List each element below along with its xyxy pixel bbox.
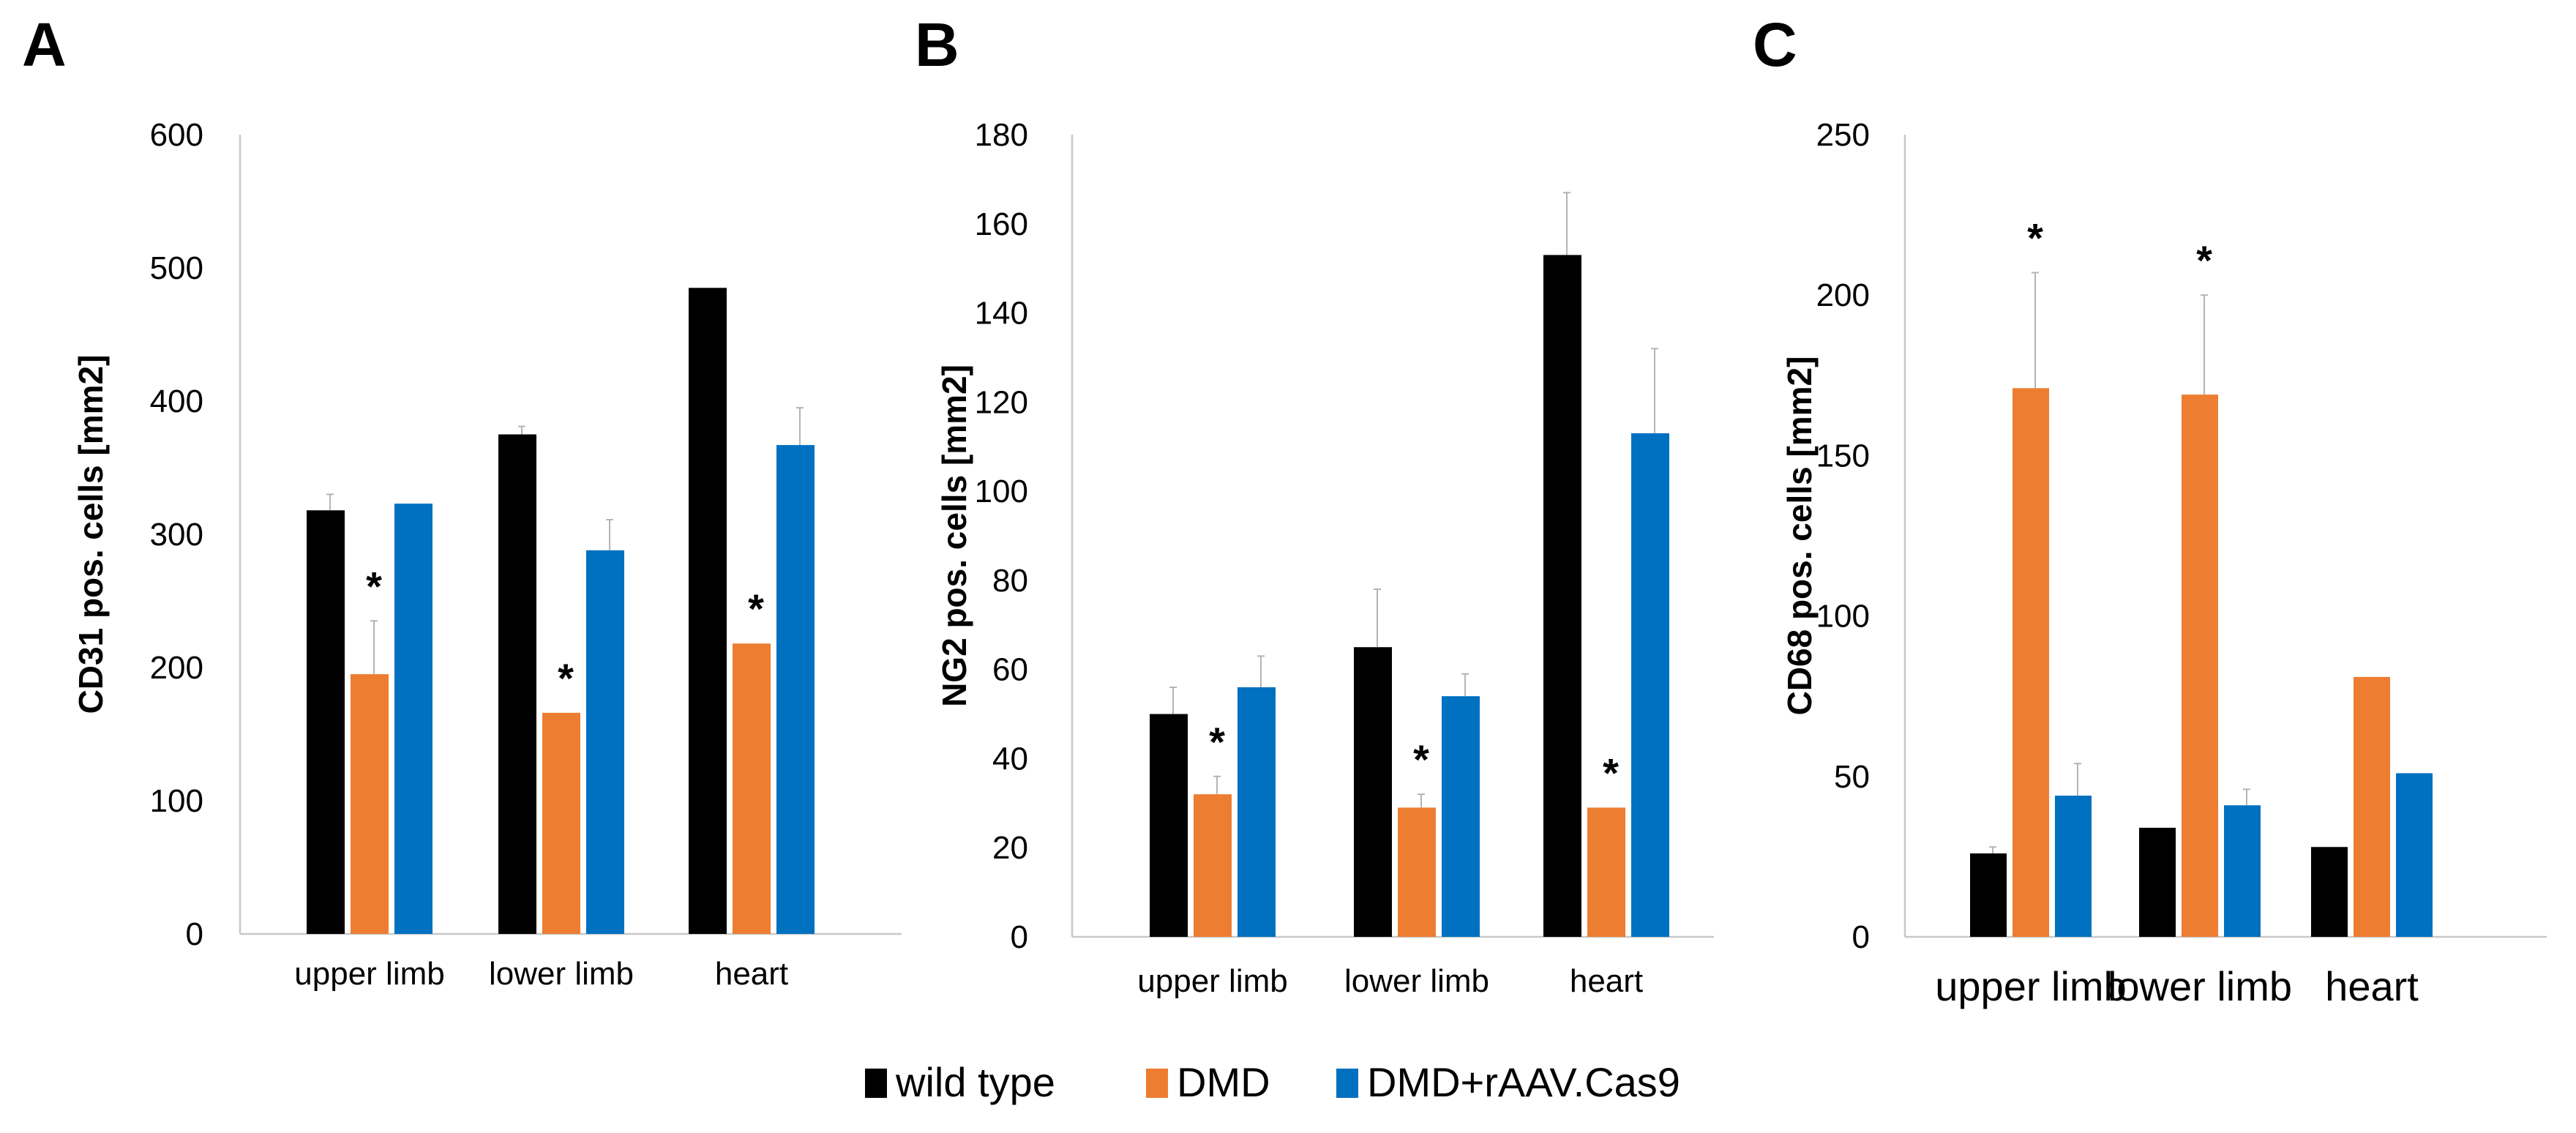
y-tick-label: 300: [150, 517, 203, 553]
x-category-label: upper limb: [1137, 963, 1287, 999]
y-tick-label: 180: [975, 117, 1028, 153]
bar-a-2-0: [394, 504, 433, 934]
bar-a-1-2: [733, 643, 771, 934]
bar-b-0-1: [1354, 647, 1392, 937]
significance-marker: *: [2196, 237, 2212, 283]
bar-a-2-2: [776, 445, 815, 934]
y-tick-label: 20: [992, 830, 1028, 866]
bar-c-0-2: [2311, 847, 2348, 937]
x-category-label: upper limb: [1935, 963, 2126, 1009]
bar-c-2-2: [2396, 773, 2433, 937]
y-tick-label: 150: [1816, 438, 1870, 474]
bar-a-1-0: [351, 674, 389, 934]
y-tick-label: 250: [1816, 117, 1870, 153]
y-tick-label: 600: [150, 117, 203, 153]
bar-c-1-2: [2354, 676, 2390, 937]
bar-b-2-2: [1631, 433, 1669, 937]
bar-c-0-0: [1970, 853, 2007, 937]
bar-b-1-1: [1398, 807, 1436, 937]
significance-marker: *: [366, 563, 382, 609]
y-tick-label: 0: [186, 916, 203, 952]
y-tick-label: 100: [1816, 599, 1870, 635]
bar-b-0-2: [1543, 255, 1581, 937]
y-tick-label: 160: [975, 206, 1028, 242]
y-axis-label: CD31 pos. cells [mm2]: [72, 355, 110, 714]
x-category-label: upper limb: [294, 956, 444, 992]
y-tick-label: 0: [1011, 919, 1028, 955]
panel-letter: C: [1753, 10, 1797, 79]
y-tick-label: 50: [1834, 759, 1870, 795]
x-category-label: lower limb: [2108, 963, 2292, 1009]
bar-a-1-1: [542, 712, 580, 934]
bar-c-1-1: [2182, 395, 2218, 937]
significance-marker: *: [1413, 736, 1429, 782]
y-tick-label: 100: [975, 474, 1028, 509]
x-category-label: lower limb: [489, 956, 634, 992]
bar-b-2-1: [1442, 696, 1480, 937]
y-tick-label: 0: [1852, 919, 1870, 955]
y-tick-label: 60: [992, 652, 1028, 688]
x-category-label: lower limb: [1344, 963, 1489, 999]
x-category-label: heart: [715, 956, 788, 992]
legend-label-2: DMD+rAAV.Cas9: [1367, 1059, 1680, 1105]
legend-label-1: DMD: [1177, 1059, 1270, 1105]
significance-marker: *: [748, 586, 764, 632]
bar-a-0-2: [689, 288, 727, 934]
x-category-label: heart: [2325, 963, 2419, 1009]
y-tick-label: 40: [992, 741, 1028, 777]
y-axis-label: NG2 pos. cells [mm2]: [935, 364, 973, 707]
panel-b: B NG2 pos. cells [mm2] 0 20 40 60 80 100 120 140 1…: [915, 10, 1714, 999]
bar-b-1-0: [1194, 794, 1232, 937]
y-tick-label: 80: [992, 563, 1028, 599]
y-tick-label: 120: [975, 384, 1028, 420]
legend-swatch-2: [1336, 1069, 1358, 1098]
panel-a: A CD31 pos. cells [mm2] 0 100 200 300 400 500 60…: [22, 10, 902, 992]
legend-swatch-1: [1146, 1069, 1168, 1098]
y-axis-label: CD68 pos. cells [mm2]: [1781, 356, 1819, 716]
bar-c-1-0: [2012, 388, 2049, 937]
legend-label-0: wild type: [895, 1059, 1055, 1105]
y-tick-label: 200: [1816, 277, 1870, 313]
bar-c-2-1: [2224, 805, 2261, 937]
bar-a-0-0: [307, 510, 345, 934]
bar-c-2-0: [2055, 796, 2092, 937]
y-tick-label: 140: [975, 296, 1028, 332]
bar-b-1-2: [1587, 807, 1625, 937]
bar-c-0-1: [2139, 827, 2176, 937]
bar-b-2-0: [1238, 687, 1276, 937]
panel-letter: B: [915, 10, 959, 79]
significance-marker: *: [2027, 215, 2043, 261]
bar-b-0-0: [1150, 714, 1188, 937]
legend-swatch-0: [865, 1069, 887, 1098]
significance-marker: *: [1603, 749, 1619, 796]
x-category-label: heart: [1570, 963, 1643, 999]
bar-a-0-1: [498, 434, 536, 934]
y-tick-label: 200: [150, 650, 203, 686]
significance-marker: *: [558, 655, 574, 701]
bar-a-2-1: [586, 550, 624, 934]
panel-c: C CD68 pos. cells [mm2] 0 50 100 150 200 250 upp…: [1753, 10, 2547, 1009]
legend: wild type DMD DMD+rAAV.Cas9: [865, 1059, 1680, 1105]
y-tick-label: 400: [150, 384, 203, 419]
panel-letter: A: [22, 10, 67, 79]
y-tick-label: 500: [150, 250, 203, 286]
significance-marker: *: [1209, 719, 1225, 765]
y-tick-label: 100: [150, 783, 203, 819]
